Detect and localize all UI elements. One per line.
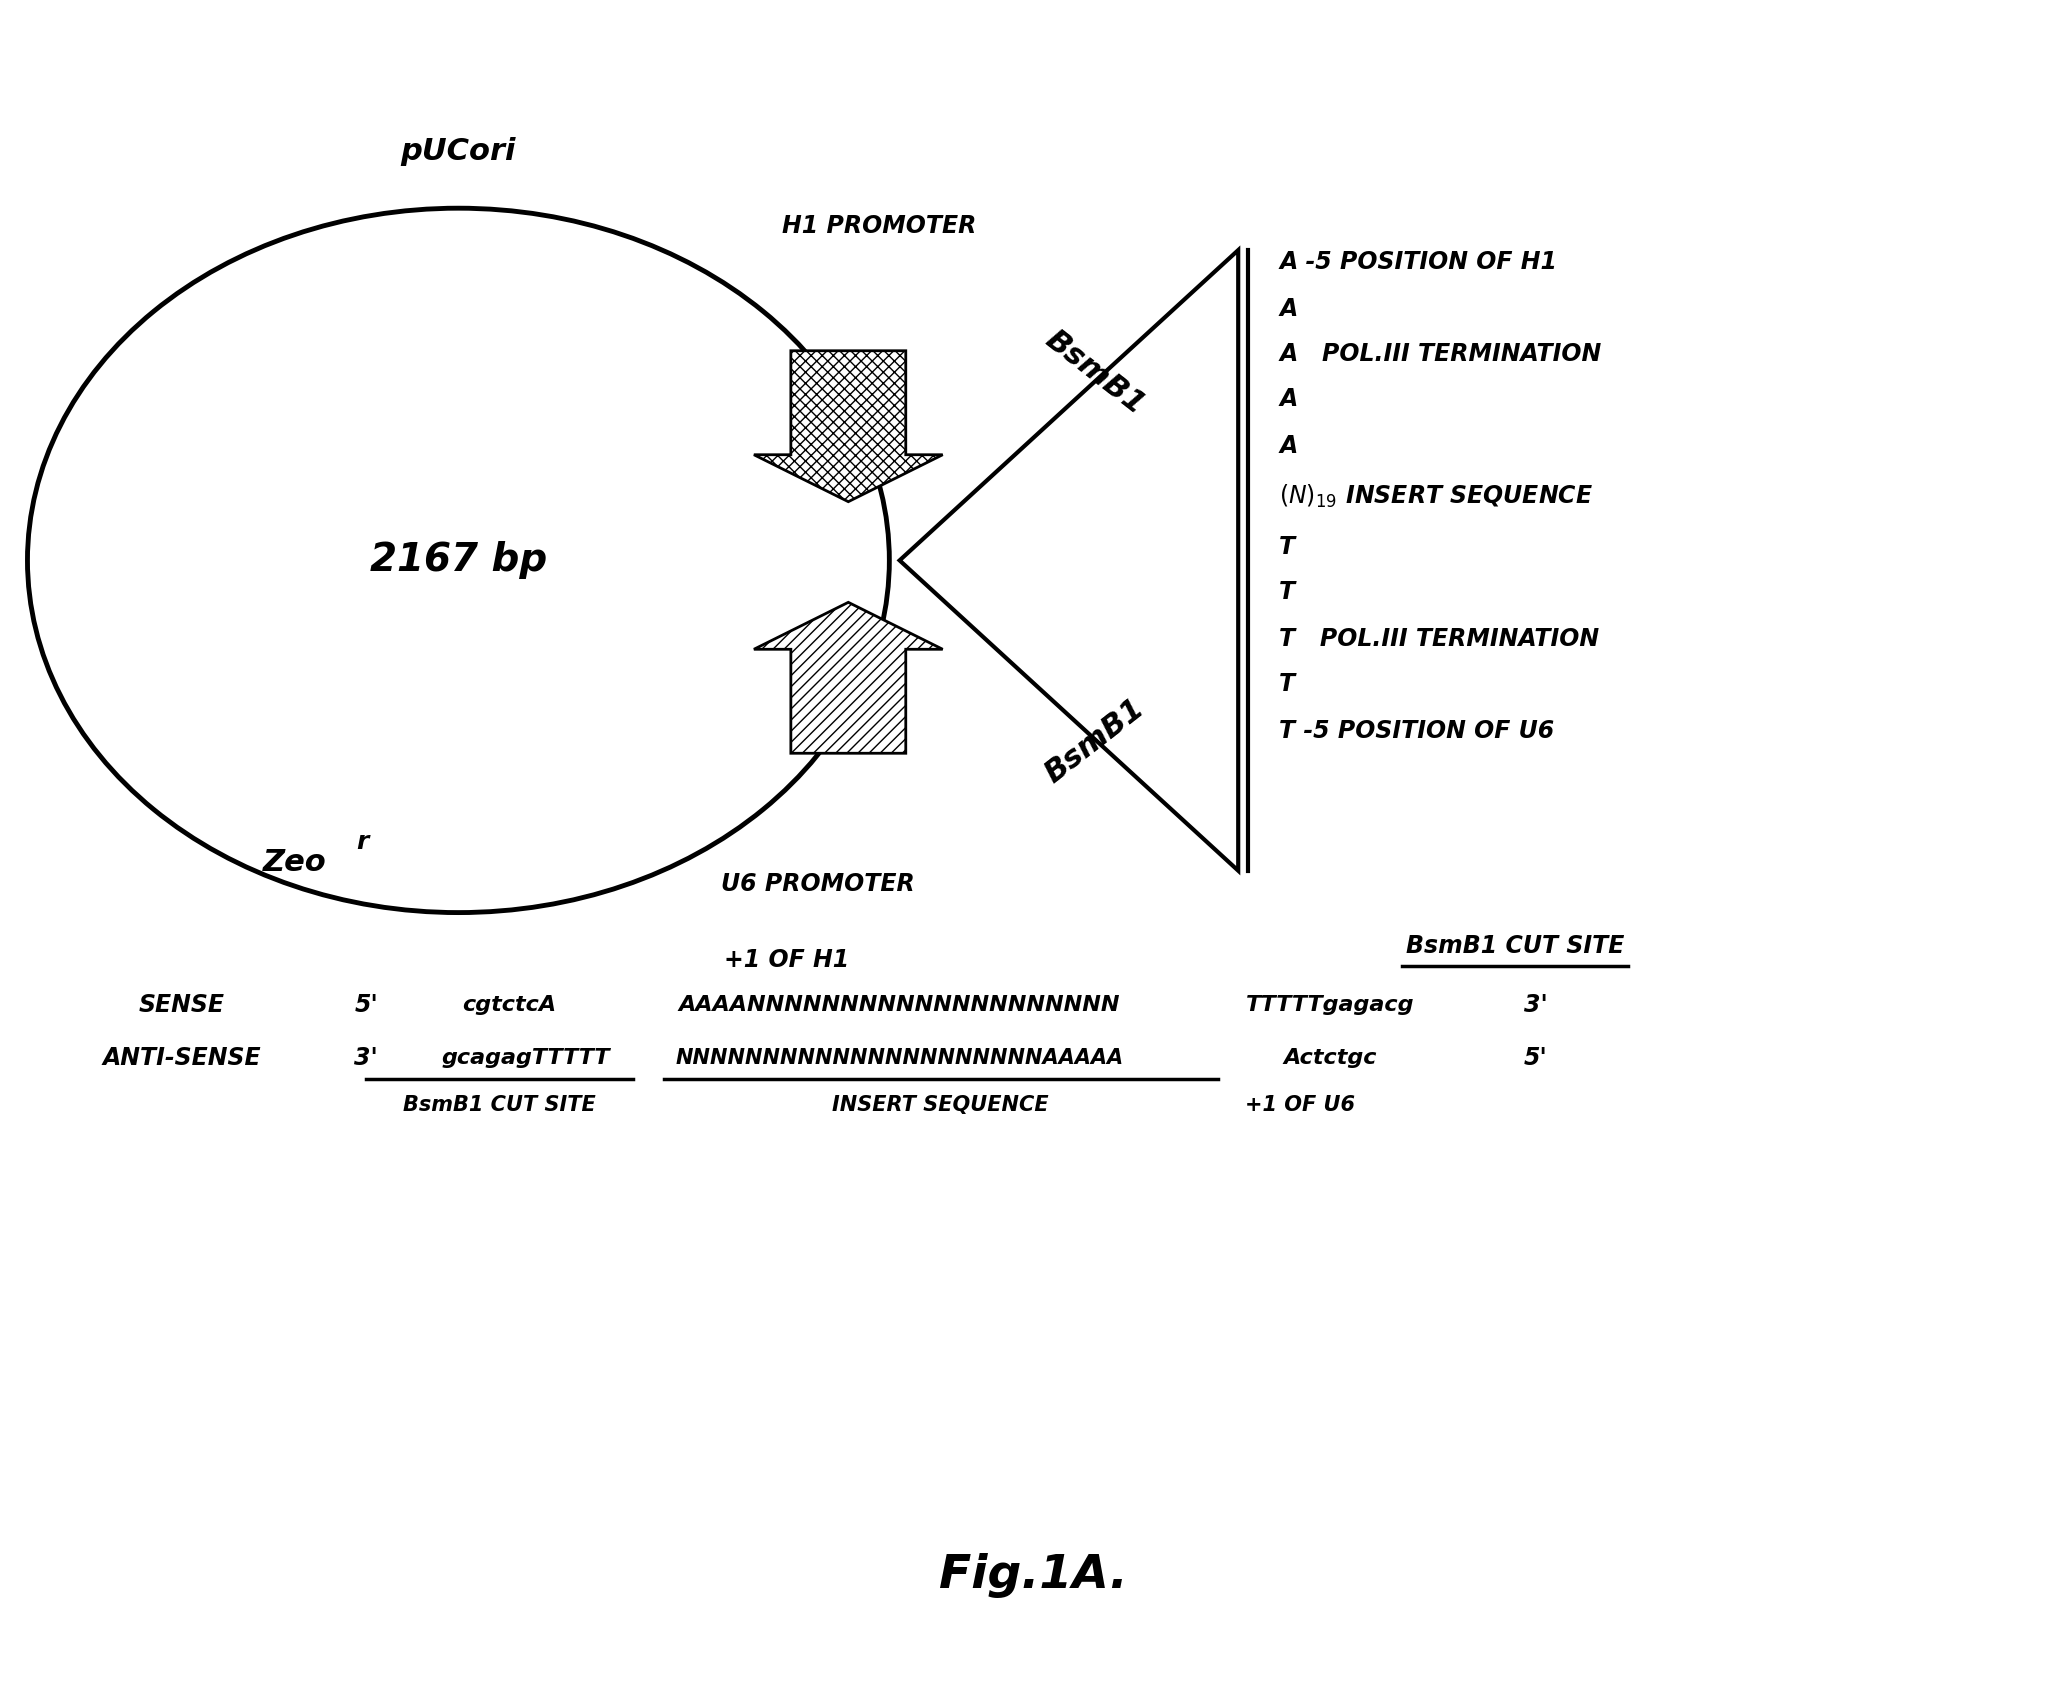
Text: 3': 3'	[353, 1047, 378, 1070]
Text: T: T	[1279, 534, 1295, 560]
Text: $(N)_{19}$ INSERT SEQUENCE: $(N)_{19}$ INSERT SEQUENCE	[1279, 484, 1593, 511]
Text: AAAANNNNNNNNNNNNNNNNNNNN: AAAANNNNNNNNNNNNNNNNNNNN	[680, 994, 1120, 1015]
Polygon shape	[754, 602, 942, 752]
Text: gcagagTTTTT: gcagagTTTTT	[442, 1048, 609, 1069]
Text: SENSE: SENSE	[138, 993, 225, 1016]
Text: r: r	[355, 830, 368, 854]
Text: TTTTTgagacg: TTTTTgagacg	[1246, 994, 1415, 1015]
Text: U6 PROMOTER: U6 PROMOTER	[721, 873, 915, 896]
Text: +1 OF U6: +1 OF U6	[1246, 1096, 1355, 1116]
Text: ANTI-SENSE: ANTI-SENSE	[101, 1047, 260, 1070]
Text: T: T	[1279, 580, 1295, 604]
Text: NNNNNNNNNNNNNNNNNNNNNAAAAA: NNNNNNNNNNNNNNNNNNNNNAAAAA	[676, 1048, 1124, 1069]
Text: 3': 3'	[1525, 993, 1547, 1016]
Polygon shape	[754, 350, 942, 502]
Text: Zeo: Zeo	[262, 847, 326, 876]
Text: T: T	[1279, 673, 1295, 697]
Text: 5': 5'	[353, 993, 378, 1016]
Text: INSERT SEQUENCE: INSERT SEQUENCE	[833, 1096, 1050, 1116]
Text: cgtctcA: cgtctcA	[463, 994, 556, 1015]
Text: BsmB1: BsmB1	[1039, 693, 1151, 790]
Text: 5': 5'	[1525, 1047, 1547, 1070]
Text: A: A	[1279, 298, 1297, 321]
Text: A -5 POSITION OF H1: A -5 POSITION OF H1	[1279, 250, 1558, 274]
Text: Actctgc: Actctgc	[1283, 1048, 1378, 1069]
Text: A: A	[1279, 435, 1297, 458]
Text: T   POL.III TERMINATION: T POL.III TERMINATION	[1279, 627, 1599, 651]
Text: +1 OF H1: +1 OF H1	[723, 947, 849, 972]
Text: pUCori: pUCori	[401, 137, 516, 166]
Text: BsmB1 CUT SITE: BsmB1 CUT SITE	[403, 1096, 595, 1116]
Text: BsmB1: BsmB1	[1039, 325, 1151, 419]
Text: H1 PROMOTER: H1 PROMOTER	[781, 215, 977, 238]
Text: A: A	[1279, 387, 1297, 411]
Text: BsmB1 CUT SITE: BsmB1 CUT SITE	[1407, 933, 1624, 959]
Text: Fig.1A.: Fig.1A.	[938, 1552, 1128, 1598]
Text: 2167 bp: 2167 bp	[370, 541, 547, 580]
Text: T -5 POSITION OF U6: T -5 POSITION OF U6	[1279, 719, 1554, 744]
Text: A   POL.III TERMINATION: A POL.III TERMINATION	[1279, 342, 1601, 367]
